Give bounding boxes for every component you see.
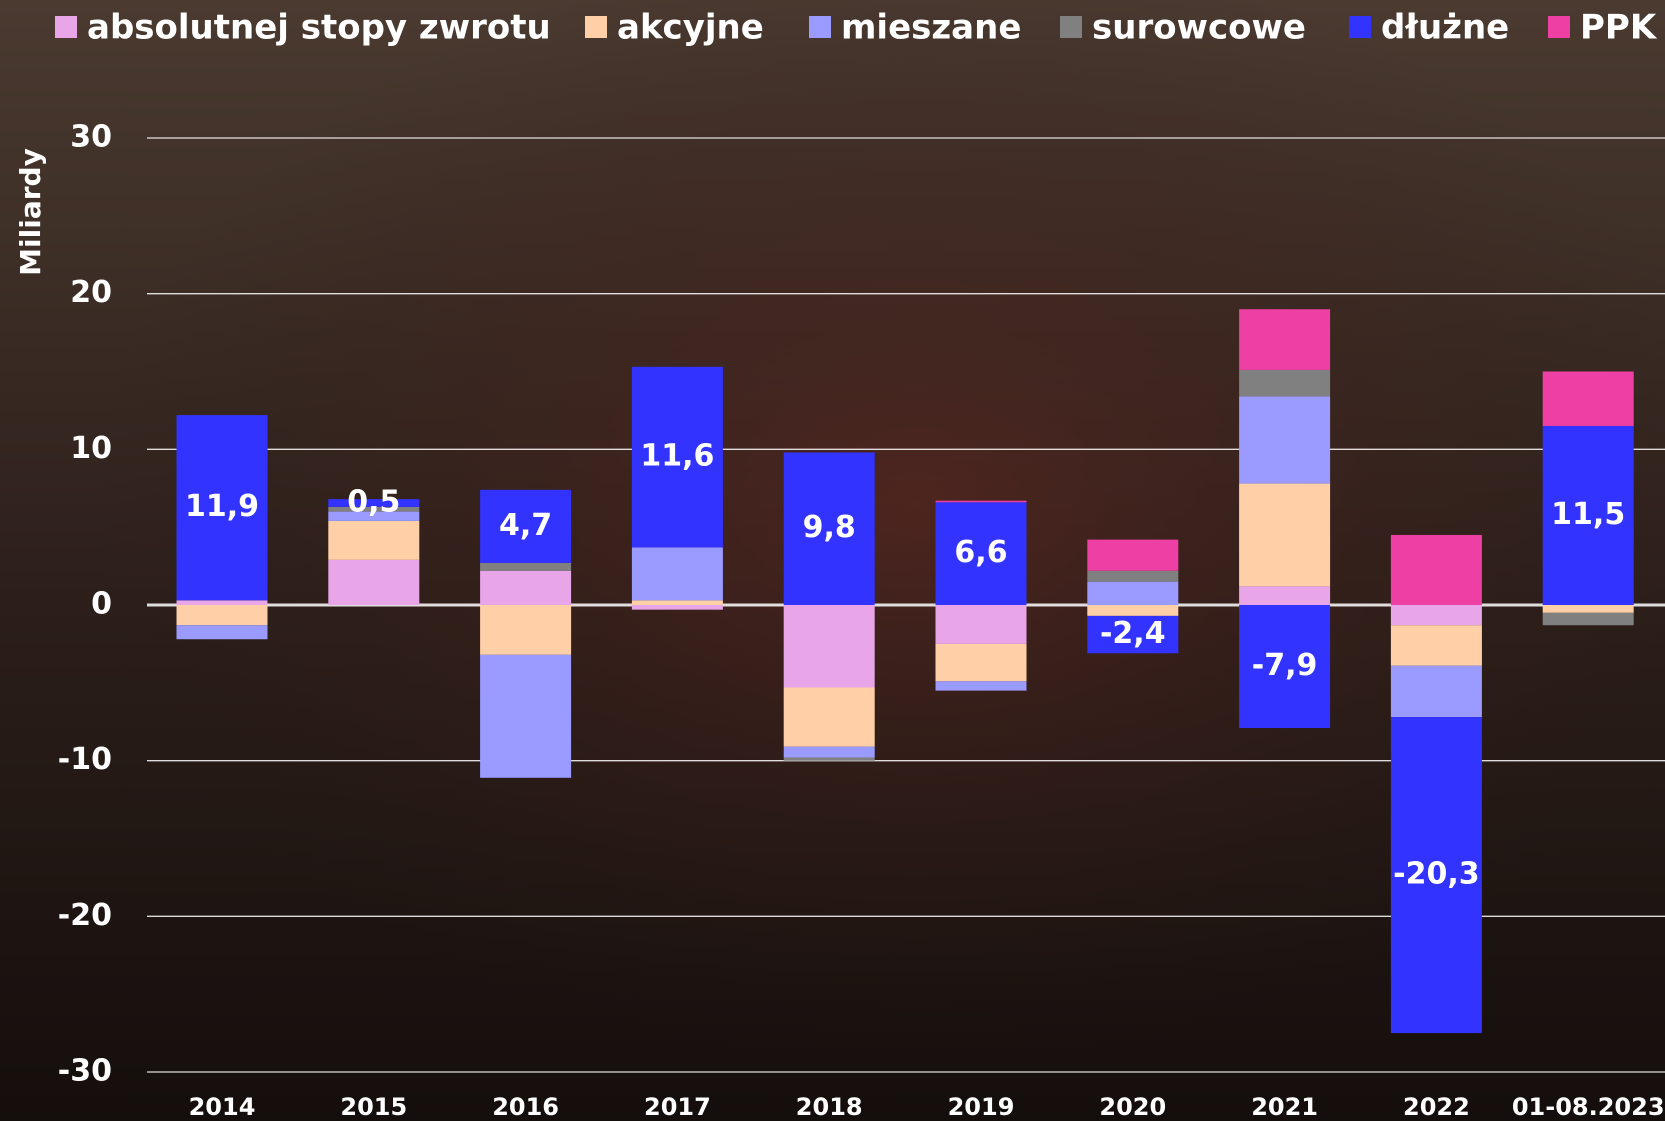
x-tick-label: 2022 xyxy=(1403,1093,1470,1121)
bar-segment xyxy=(935,502,1027,605)
bar-segment xyxy=(1542,605,1634,613)
bar-segment xyxy=(783,757,875,761)
bar-segment xyxy=(935,605,1027,644)
x-tick-label: 01-08.2023 xyxy=(1512,1093,1665,1121)
bar-segment xyxy=(176,605,268,626)
bar-segment xyxy=(1087,615,1179,654)
bar-segment xyxy=(1239,483,1331,587)
bar-segment xyxy=(1087,539,1179,571)
legend-swatch xyxy=(1060,16,1082,38)
data-label: 4,7 xyxy=(499,508,552,543)
x-tick-label: 2014 xyxy=(189,1093,256,1121)
data-label: 6,6 xyxy=(954,535,1007,570)
x-tick-label: 2018 xyxy=(796,1093,863,1121)
bar-segment xyxy=(783,605,875,688)
data-label: -20,3 xyxy=(1393,857,1479,892)
bar-segment xyxy=(935,643,1027,682)
bar-segment xyxy=(176,625,268,640)
legend-swatch xyxy=(55,16,77,38)
x-tick-label: 2020 xyxy=(1099,1093,1166,1121)
bar-segment xyxy=(176,600,268,605)
x-tick-label: 2021 xyxy=(1251,1093,1318,1121)
bar-segment xyxy=(328,506,420,512)
bar-segment xyxy=(1087,570,1179,582)
bar-segment xyxy=(1390,717,1482,1034)
legend-swatch xyxy=(585,16,607,38)
y-tick-label: -20 xyxy=(58,898,112,933)
y-tick-label: 0 xyxy=(91,587,112,622)
bar-segment xyxy=(1239,369,1331,397)
bar-segment xyxy=(935,500,1027,503)
y-axis-label: Miliardy xyxy=(14,148,47,276)
bar-segment xyxy=(480,605,572,655)
bar-segment xyxy=(176,415,268,601)
y-tick-label: 20 xyxy=(70,275,112,310)
legend-swatch xyxy=(1548,16,1570,38)
bar-segment xyxy=(1239,309,1331,370)
bar-segment xyxy=(1542,425,1634,605)
bar-segment xyxy=(480,489,572,563)
bar-segment xyxy=(328,559,420,605)
bar-segment xyxy=(631,547,723,601)
x-tick-label: 2016 xyxy=(492,1093,559,1121)
bar-segment xyxy=(1542,612,1634,626)
bar-segment xyxy=(1390,625,1482,666)
bar-segment xyxy=(1390,605,1482,626)
data-label: 11,9 xyxy=(185,489,259,524)
legend-label: akcyjne xyxy=(617,8,764,48)
legend-label: mieszane xyxy=(841,8,1021,48)
bar-segment xyxy=(328,499,420,507)
legend-swatch xyxy=(1349,16,1371,38)
bar-segment xyxy=(1239,605,1331,728)
bar-segment xyxy=(935,681,1027,691)
bar-segment xyxy=(328,520,420,560)
bar-segment xyxy=(783,746,875,758)
data-label: 11,5 xyxy=(1551,497,1625,532)
bar-segment xyxy=(631,366,723,548)
x-tick-label: 2015 xyxy=(340,1093,407,1121)
legend-label: dłużne xyxy=(1381,8,1509,48)
x-tick-label: 2017 xyxy=(644,1093,711,1121)
bar-segment xyxy=(480,562,572,571)
legend-label: absolutnej stopy zwrotu xyxy=(87,8,551,48)
bar-segment xyxy=(1390,534,1482,605)
bar-segment xyxy=(783,687,875,747)
y-tick-label: -30 xyxy=(58,1054,112,1089)
bar-segment xyxy=(480,570,572,605)
bar-segment xyxy=(1087,581,1179,605)
data-label: 9,8 xyxy=(803,510,856,545)
x-tick-label: 2019 xyxy=(948,1093,1015,1121)
legend-label: PPK xyxy=(1580,8,1658,48)
bar-segment xyxy=(1239,586,1331,605)
bar-segment xyxy=(783,452,875,605)
bar-segment xyxy=(631,600,723,605)
data-label: 0,5 xyxy=(347,485,400,520)
data-label: -7,9 xyxy=(1252,648,1318,683)
legend-swatch xyxy=(809,16,831,38)
bar-segment xyxy=(1087,605,1179,616)
bar-segment xyxy=(1542,371,1634,426)
bar-segment xyxy=(1239,396,1331,484)
data-label: 11,6 xyxy=(640,439,714,474)
bar-segment xyxy=(480,654,572,778)
data-label: -2,4 xyxy=(1100,616,1166,651)
bar-segment xyxy=(328,511,420,521)
y-tick-label: -10 xyxy=(58,742,112,777)
bar-segment xyxy=(631,605,723,610)
y-tick-label: 10 xyxy=(70,431,112,466)
bar-segment xyxy=(1390,665,1482,718)
legend-label: surowcowe xyxy=(1092,8,1306,48)
y-tick-label: 30 xyxy=(70,120,112,155)
